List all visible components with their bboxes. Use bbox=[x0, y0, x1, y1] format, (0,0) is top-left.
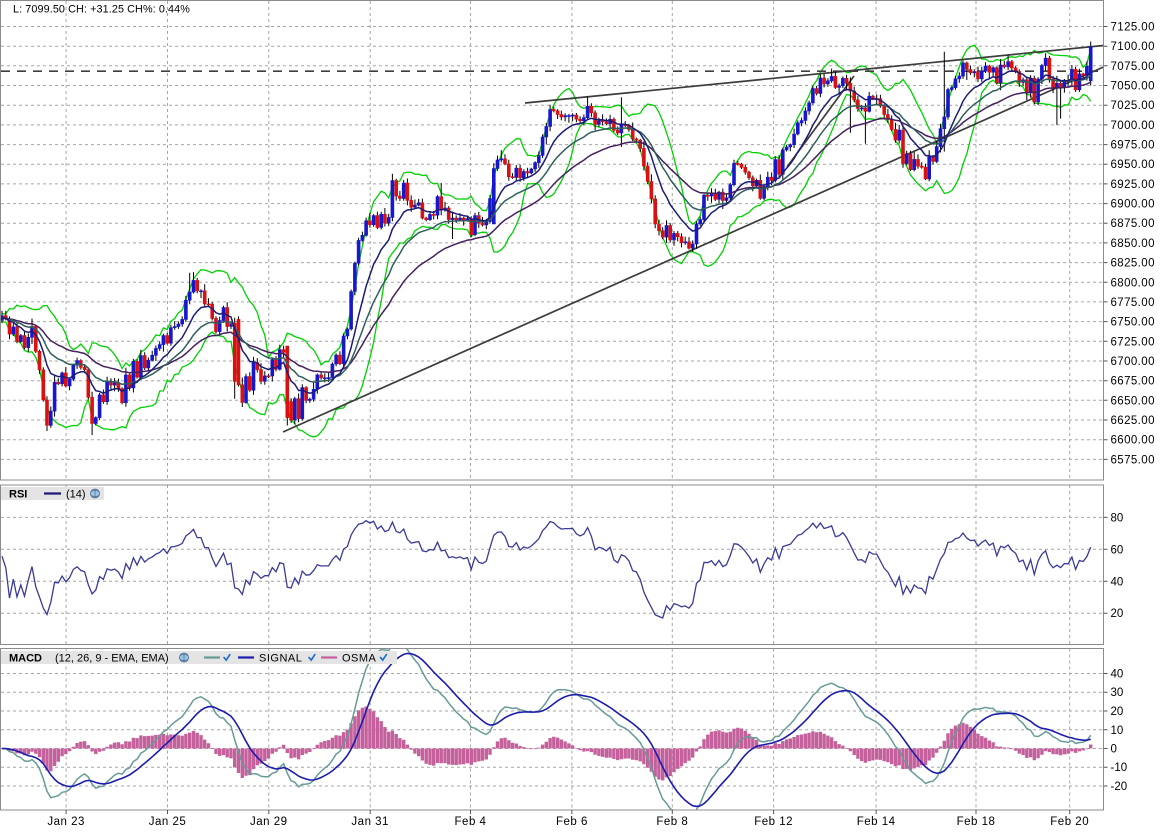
svg-text:7000.00: 7000.00 bbox=[1111, 120, 1155, 132]
svg-text:6925.00: 6925.00 bbox=[1111, 179, 1155, 191]
svg-text:Feb 20: Feb 20 bbox=[1050, 816, 1089, 828]
svg-text:Jan 29: Jan 29 bbox=[250, 816, 288, 828]
svg-text:Feb 18: Feb 18 bbox=[957, 816, 996, 828]
svg-text:-10: -10 bbox=[1111, 762, 1128, 774]
svg-text:Jan 31: Jan 31 bbox=[351, 816, 389, 828]
svg-text:SIGNAL: SIGNAL bbox=[259, 653, 302, 665]
svg-text:10: 10 bbox=[1111, 725, 1124, 737]
svg-text:30: 30 bbox=[1111, 687, 1124, 699]
svg-text:6725.00: 6725.00 bbox=[1111, 336, 1155, 348]
svg-text:6675.00: 6675.00 bbox=[1111, 376, 1155, 388]
svg-text:L: 7099.50 CH: +31.25 CH%: 0.4: L: 7099.50 CH: +31.25 CH%: 0.44% bbox=[13, 4, 190, 16]
svg-text:Jan 25: Jan 25 bbox=[149, 816, 187, 828]
svg-text:6900.00: 6900.00 bbox=[1111, 199, 1155, 211]
svg-text:Feb 14: Feb 14 bbox=[857, 816, 896, 828]
svg-text:6800.00: 6800.00 bbox=[1111, 277, 1155, 289]
svg-text:20: 20 bbox=[1111, 706, 1124, 718]
svg-text:6875.00: 6875.00 bbox=[1111, 218, 1155, 230]
svg-text:6625.00: 6625.00 bbox=[1111, 415, 1155, 427]
svg-text:6575.00: 6575.00 bbox=[1111, 454, 1155, 466]
svg-text:6750.00: 6750.00 bbox=[1111, 317, 1155, 329]
svg-text:Feb 8: Feb 8 bbox=[656, 816, 688, 828]
svg-text:Feb 12: Feb 12 bbox=[754, 816, 793, 828]
svg-text:6600.00: 6600.00 bbox=[1111, 435, 1155, 447]
svg-text:40: 40 bbox=[1111, 576, 1124, 588]
svg-text:Feb 4: Feb 4 bbox=[455, 816, 487, 828]
svg-text:OSMA: OSMA bbox=[342, 653, 377, 665]
svg-text:6775.00: 6775.00 bbox=[1111, 297, 1155, 309]
svg-text:7075.00: 7075.00 bbox=[1111, 61, 1155, 73]
svg-text:40: 40 bbox=[1111, 669, 1124, 681]
svg-text:60: 60 bbox=[1111, 544, 1124, 556]
svg-text:6650.00: 6650.00 bbox=[1111, 395, 1155, 407]
svg-text:7100.00: 7100.00 bbox=[1111, 41, 1155, 53]
svg-text:7050.00: 7050.00 bbox=[1111, 81, 1155, 93]
svg-text:Jan 23: Jan 23 bbox=[47, 816, 85, 828]
svg-text:6700.00: 6700.00 bbox=[1111, 356, 1155, 368]
svg-text:80: 80 bbox=[1111, 512, 1124, 524]
svg-text:7025.00: 7025.00 bbox=[1111, 100, 1155, 112]
svg-text:6850.00: 6850.00 bbox=[1111, 238, 1155, 250]
svg-text:Feb 6: Feb 6 bbox=[556, 816, 588, 828]
svg-text:20: 20 bbox=[1111, 608, 1124, 620]
svg-text:RSI: RSI bbox=[9, 489, 27, 501]
svg-text:7125.00: 7125.00 bbox=[1111, 22, 1155, 34]
svg-text:6950.00: 6950.00 bbox=[1111, 159, 1155, 171]
svg-text:0: 0 bbox=[1111, 744, 1117, 756]
svg-text:6975.00: 6975.00 bbox=[1111, 140, 1155, 152]
svg-text:(12, 26, 9 - EMA, EMA): (12, 26, 9 - EMA, EMA) bbox=[55, 653, 169, 665]
svg-text:6825.00: 6825.00 bbox=[1111, 258, 1155, 270]
svg-text:MACD: MACD bbox=[9, 653, 42, 665]
svg-text:(14): (14) bbox=[66, 489, 86, 501]
svg-text:-20: -20 bbox=[1111, 781, 1128, 793]
